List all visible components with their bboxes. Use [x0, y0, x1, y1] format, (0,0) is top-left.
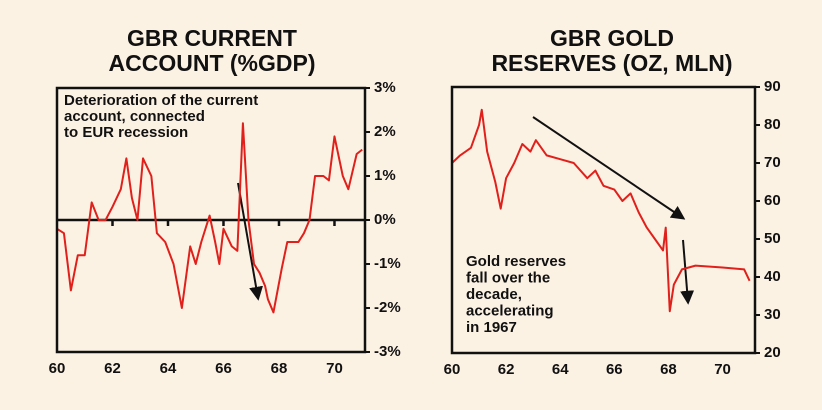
annotation: in 1967: [466, 319, 517, 336]
arrow: [680, 239, 695, 305]
x-tick-label: 62: [104, 360, 121, 377]
y-tick-label: 70: [764, 154, 781, 171]
x-tick-label: 66: [215, 360, 232, 377]
arrow: [237, 182, 263, 301]
arrow: [532, 116, 686, 220]
x-tick-label: 70: [326, 360, 343, 377]
series-line: [56, 122, 363, 314]
y-tick-label: 40: [764, 268, 781, 285]
y-tick-label: 80: [764, 116, 781, 133]
y-tick-label: 20: [764, 344, 781, 361]
x-tick-label: 64: [160, 360, 177, 377]
x-tick-label: 60: [444, 361, 461, 378]
y-tick-label: 60: [764, 192, 781, 209]
chart-title: GBR CURRENT: [127, 25, 297, 51]
x-tick-label: 60: [49, 360, 66, 377]
annotation: account, connected: [64, 108, 205, 125]
chart-title: ACCOUNT (%GDP): [109, 50, 316, 76]
annotation: decade,: [466, 286, 522, 303]
annotation: to EUR recession: [64, 124, 188, 141]
y-tick-label: 1%: [374, 167, 396, 184]
x-tick-label: 68: [660, 361, 677, 378]
y-tick-label: 0%: [374, 211, 396, 228]
y-tick-label: 3%: [374, 79, 396, 96]
x-tick-label: 68: [271, 360, 288, 377]
chart-title: RESERVES (OZ, MLN): [491, 50, 732, 76]
x-tick-label: 62: [498, 361, 515, 378]
annotation: fall over the: [466, 269, 550, 286]
annotation: accelerating: [466, 302, 554, 319]
plot-frame: [450, 85, 757, 355]
plot-frame: [55, 86, 367, 354]
chart-title: GBR GOLD: [550, 25, 674, 51]
y-tick-label: -1%: [374, 255, 401, 272]
y-tick-label: -3%: [374, 343, 401, 360]
x-tick-label: 70: [714, 361, 731, 378]
y-tick-label: 50: [764, 230, 781, 247]
annotation: Deterioration of the current: [64, 92, 258, 109]
y-tick-label: 2%: [374, 123, 396, 140]
y-tick-label: 90: [764, 78, 781, 95]
annotation: Gold reserves: [466, 253, 566, 270]
series-line: [451, 108, 751, 313]
y-tick-label: -2%: [374, 299, 401, 316]
y-tick-label: 30: [764, 306, 781, 323]
x-tick-label: 66: [606, 361, 623, 378]
x-tick-label: 64: [552, 361, 569, 378]
